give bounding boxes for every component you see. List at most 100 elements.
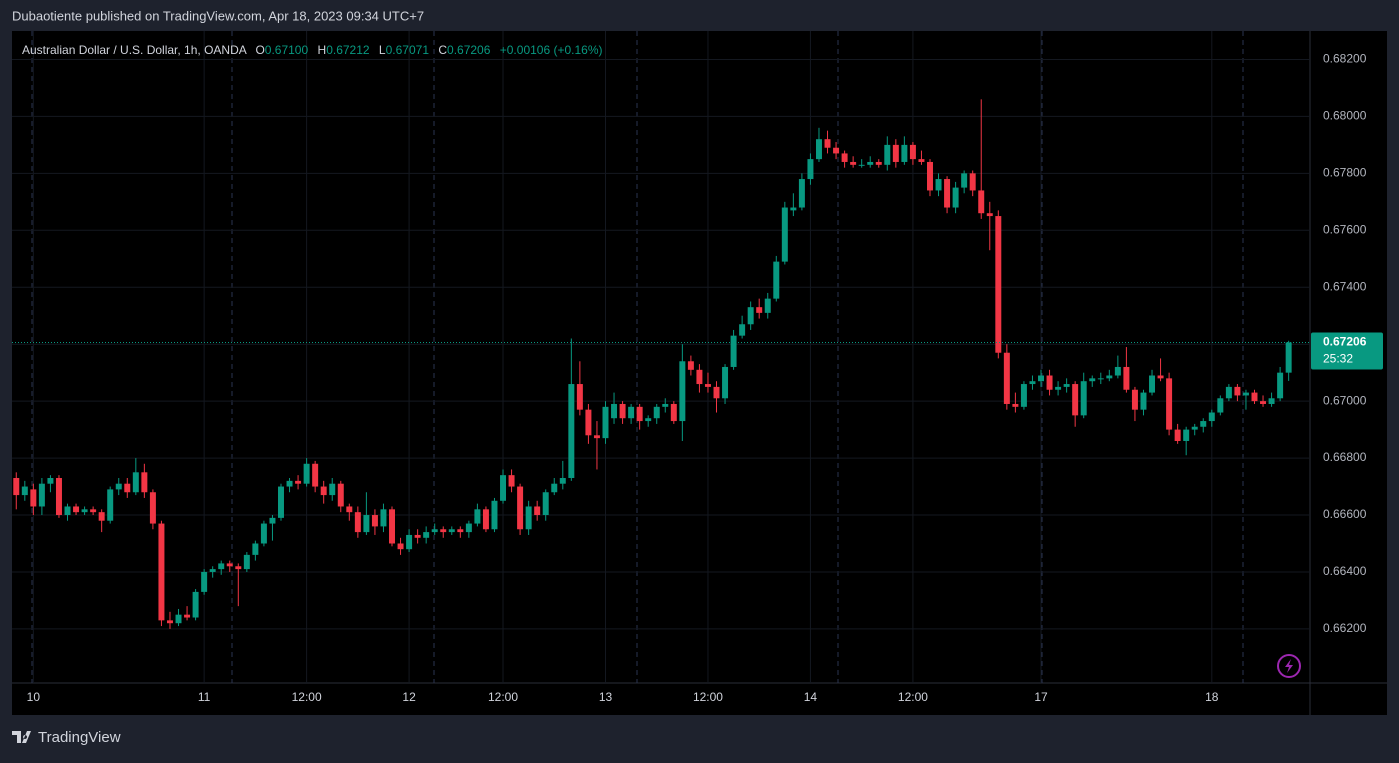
candle-body xyxy=(482,509,489,530)
candle-body xyxy=(790,207,797,211)
x-tick-label: 12:00 xyxy=(292,690,322,704)
y-tick-label: 0.66800 xyxy=(1323,450,1367,464)
candle-body xyxy=(935,179,942,191)
candle-body xyxy=(824,139,831,148)
footer-brand: TradingView xyxy=(38,729,121,746)
candle-body xyxy=(1268,398,1275,404)
candle-body xyxy=(47,478,54,484)
candle-body xyxy=(64,506,71,516)
candle-body xyxy=(500,475,507,501)
candle-body xyxy=(892,144,899,162)
candle-body xyxy=(465,523,472,533)
candle-body xyxy=(722,366,729,399)
candle-body xyxy=(687,361,694,370)
candle-body xyxy=(952,187,959,208)
candle-body xyxy=(389,509,395,544)
candle-body xyxy=(1063,384,1070,387)
candle-body xyxy=(354,512,361,533)
candle-body xyxy=(901,144,908,162)
candle-body xyxy=(149,492,156,524)
candle-body xyxy=(184,614,191,618)
candle-body xyxy=(568,384,575,479)
candle-body xyxy=(1234,386,1241,396)
candle-body xyxy=(798,179,805,208)
candle-body xyxy=(1157,375,1164,379)
candle-body xyxy=(13,478,20,496)
candle-body xyxy=(226,563,233,567)
y-tick-label: 0.67000 xyxy=(1323,393,1367,407)
x-tick-label: 12:00 xyxy=(898,690,928,704)
candle-body xyxy=(30,489,37,507)
logo xyxy=(12,731,31,743)
candle-body xyxy=(995,216,1002,353)
y-tick-label: 0.67400 xyxy=(1323,279,1367,293)
candle-body xyxy=(1097,378,1104,380)
candle-body xyxy=(927,161,933,191)
candle-body xyxy=(867,161,874,165)
candle-body xyxy=(850,161,857,165)
candle-body xyxy=(534,506,541,516)
candle-body xyxy=(1003,352,1010,404)
candle-body xyxy=(542,492,549,516)
candle-body xyxy=(969,173,976,191)
candle-body xyxy=(961,173,968,188)
candle-body xyxy=(1012,403,1019,407)
candle-body xyxy=(679,361,686,422)
candle-body xyxy=(175,614,182,624)
y-tick-label: 0.68200 xyxy=(1323,52,1367,66)
candle-body xyxy=(235,566,242,570)
candle-body xyxy=(815,139,822,160)
candle-body xyxy=(525,506,532,530)
candle-body xyxy=(756,307,763,313)
candle-body xyxy=(653,406,660,419)
logo-mark xyxy=(12,731,31,743)
candle-body xyxy=(132,472,139,493)
candle-body xyxy=(201,571,208,592)
publish-header: Dubaotiente published on TradingView.com… xyxy=(12,8,424,23)
candle-body xyxy=(21,486,28,496)
candle-body xyxy=(884,144,891,165)
candle-body xyxy=(730,335,737,367)
candle-body xyxy=(576,384,583,410)
candle-body xyxy=(1166,378,1173,430)
candle-body xyxy=(1251,392,1258,402)
candle-body xyxy=(337,483,344,507)
x-tick-label: 17 xyxy=(1034,690,1048,704)
candle-body xyxy=(329,483,336,496)
candle-body xyxy=(431,529,438,533)
candle-body xyxy=(1106,375,1113,379)
candle-body xyxy=(593,435,600,439)
candle-body xyxy=(346,506,353,513)
session-breaks xyxy=(31,31,1244,683)
y-tick-label: 0.67800 xyxy=(1323,166,1367,180)
candle-body xyxy=(909,144,916,160)
candle-body xyxy=(423,532,430,538)
x-tick-label: 13 xyxy=(599,690,613,704)
candle-body xyxy=(585,409,592,436)
countdown: 25:32 xyxy=(1323,352,1353,366)
y-tick-label: 0.68000 xyxy=(1323,109,1367,123)
candle-body xyxy=(192,591,199,618)
x-tick-label: 12:00 xyxy=(488,690,518,704)
legend-value: 0.67071 xyxy=(386,43,430,57)
candle-body xyxy=(1174,429,1181,441)
candle-body xyxy=(517,486,524,530)
candle-body xyxy=(107,489,114,521)
candle-body xyxy=(1123,366,1130,390)
alert-icon[interactable] xyxy=(1277,654,1301,678)
candle-body xyxy=(1046,375,1053,390)
candle-body xyxy=(320,486,327,496)
y-tick-label: 0.67600 xyxy=(1323,222,1367,236)
candle-body xyxy=(218,563,225,570)
candle-body xyxy=(551,483,558,493)
candle-body xyxy=(1285,342,1292,373)
candle-body xyxy=(55,478,62,516)
alert-bolt xyxy=(1285,659,1293,673)
candle-body xyxy=(696,369,703,385)
candle-body xyxy=(243,554,250,570)
legend-value: 0.67100 xyxy=(265,43,309,57)
last-price-label: 0.67206 xyxy=(1323,335,1367,349)
candle-body xyxy=(158,523,165,621)
candle-body xyxy=(978,190,985,214)
